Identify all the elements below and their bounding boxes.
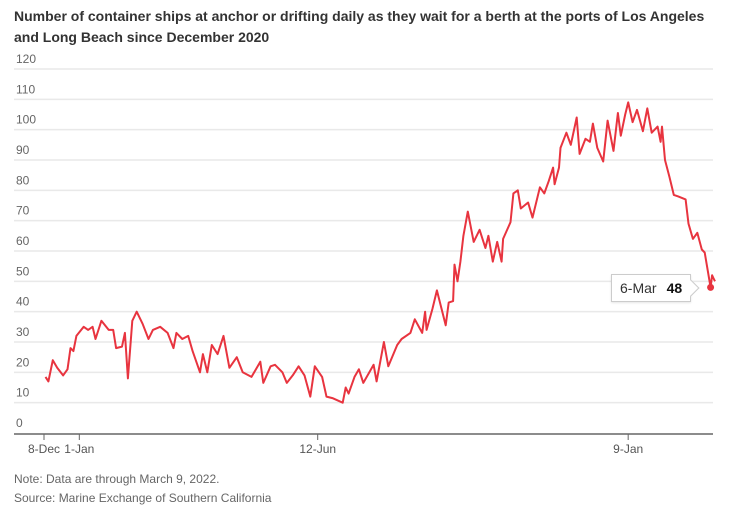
y-tick-label: 50	[16, 264, 30, 278]
tooltip-date: 6-Mar	[620, 280, 657, 296]
x-tick-label: 12-Jun	[299, 442, 336, 456]
y-tick-label: 20	[16, 355, 30, 369]
tooltip-value: 48	[666, 280, 683, 296]
y-tick-label: 90	[16, 143, 30, 157]
y-tick-label: 120	[16, 52, 36, 66]
y-tick-label: 110	[16, 82, 35, 96]
y-tick-label: 40	[16, 295, 30, 309]
x-axis-ticks: 8-Dec 1-Jan 12-Jun 9-Jan	[28, 434, 643, 456]
y-tick-label: 60	[16, 234, 30, 248]
y-tick-label: 30	[16, 325, 30, 339]
y-tick-label: 0	[16, 416, 23, 430]
series-line	[44, 101, 716, 404]
y-tick-label: 100	[16, 113, 36, 127]
y-tick-label: 70	[16, 204, 30, 218]
y-tick-label: 10	[16, 386, 30, 400]
chart-title: Number of container ships at anchor or d…	[14, 8, 705, 45]
source-note: Source: Marine Exchange of Southern Cali…	[14, 491, 272, 505]
x-tick-label: 8-Dec	[28, 442, 60, 456]
y-tick-label: 80	[16, 173, 30, 187]
x-tick-label: 9-Jan	[613, 442, 643, 456]
highlight-point	[707, 283, 715, 291]
y-axis-labels: 0 10 20 30 40 50 60 70 80 90 100 110 120	[16, 52, 36, 430]
tooltip: 6-Mar 48	[611, 274, 692, 302]
gridlines	[14, 68, 713, 404]
data-note: Note: Data are through March 9, 2022.	[14, 472, 220, 486]
x-tick-label: 1-Jan	[64, 442, 94, 456]
